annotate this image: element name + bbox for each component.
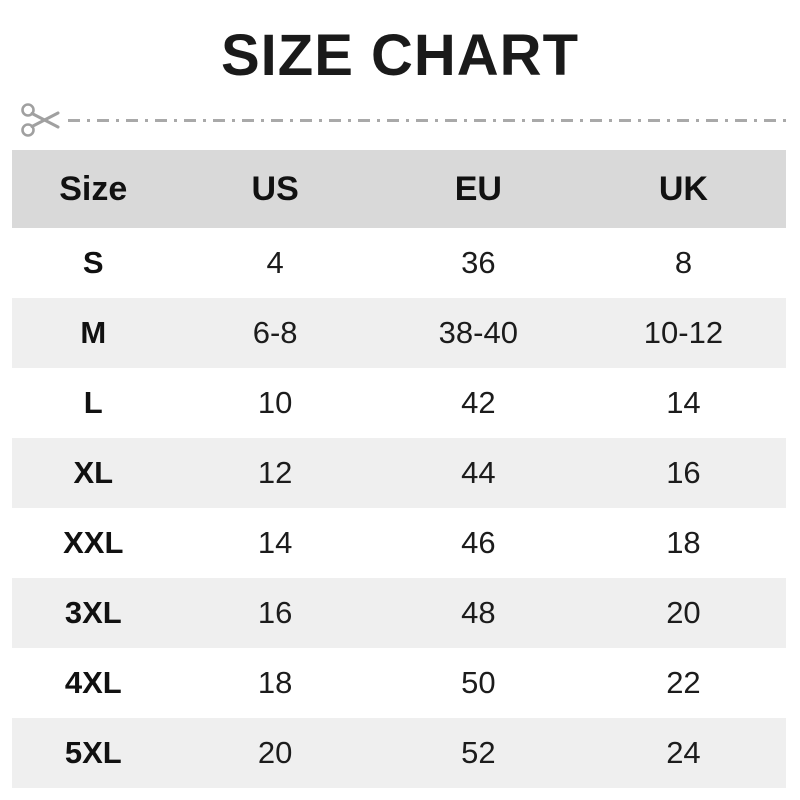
size-value-cell: 8	[674, 245, 693, 280]
size-value-cell: 20	[666, 595, 701, 630]
size-label-cell: 3XL	[64, 595, 122, 630]
size-value-cell: 42	[461, 385, 496, 420]
size-value-cell: 14	[257, 525, 293, 560]
size-label-cell: XL	[73, 455, 114, 490]
size-value-cell: 48	[461, 595, 496, 630]
size-value-cell: 16	[257, 595, 293, 630]
size-label-cell: M	[80, 315, 107, 350]
size-value-cell: 38-40	[438, 315, 518, 350]
size-value-cell: 18	[666, 525, 701, 560]
size-value-cell: 16	[666, 455, 701, 490]
size-value-cell: 10	[257, 385, 293, 420]
size-label-cell: 4XL	[64, 665, 122, 700]
size-value-cell: 10-12	[643, 315, 724, 350]
size-value-cell: 44	[461, 455, 496, 490]
size-value-cell: 46	[461, 525, 496, 560]
header-cell-eu: EU	[375, 150, 581, 228]
size-value-cell: 24	[666, 735, 701, 770]
scissors-icon	[21, 103, 60, 137]
size-value-cell: 50	[461, 665, 496, 700]
size-label-cell: XXL	[63, 525, 124, 560]
size-table: Size US EU UK S 4 36 8 M 6-8 38-40 10-12 L 10 42 14…	[12, 150, 786, 788]
size-label-cell: S	[82, 245, 104, 280]
header-cell-us: US	[174, 150, 376, 228]
size-value-cell: 18	[257, 665, 293, 700]
size-value-cell: 4	[266, 245, 284, 280]
table-row: XL 12 44 16	[12, 438, 786, 508]
size-value-cell: 36	[461, 245, 496, 280]
size-value-cell: 14	[666, 385, 701, 420]
table-row: M 6-8 38-40 10-12	[12, 298, 786, 368]
size-table-header: Size US EU UK	[12, 150, 786, 228]
size-value-cell: 6-8	[252, 315, 298, 350]
table-row: 3XL 16 48 20	[12, 578, 786, 648]
header-cell-size: Size	[12, 150, 175, 228]
table-row: S 4 36 8	[12, 228, 786, 298]
size-value-cell: 52	[461, 735, 496, 770]
table-row: 4XL 18 50 22	[12, 648, 786, 718]
header-cell-uk: UK	[580, 150, 786, 228]
size-value-cell: 12	[257, 455, 293, 490]
page-title: SIZE CHART	[221, 23, 579, 88]
table-row: XXL 14 46 18	[12, 508, 786, 578]
size-label-cell: 5XL	[64, 735, 122, 770]
table-row: L 10 42 14	[12, 368, 786, 438]
size-value-cell: 22	[666, 665, 701, 700]
size-table-body: S 4 36 8 M 6-8 38-40 10-12 L 10 42 14 XL 12 44 16 XXL 14 4…	[12, 228, 786, 788]
header-row: Size US EU UK	[12, 150, 786, 228]
cut-line	[20, 100, 790, 140]
table-row: 5XL 20 52 24	[12, 718, 786, 788]
dashed-cut-line	[68, 118, 790, 122]
size-label-cell: L	[83, 385, 103, 420]
size-value-cell: 20	[257, 735, 293, 770]
